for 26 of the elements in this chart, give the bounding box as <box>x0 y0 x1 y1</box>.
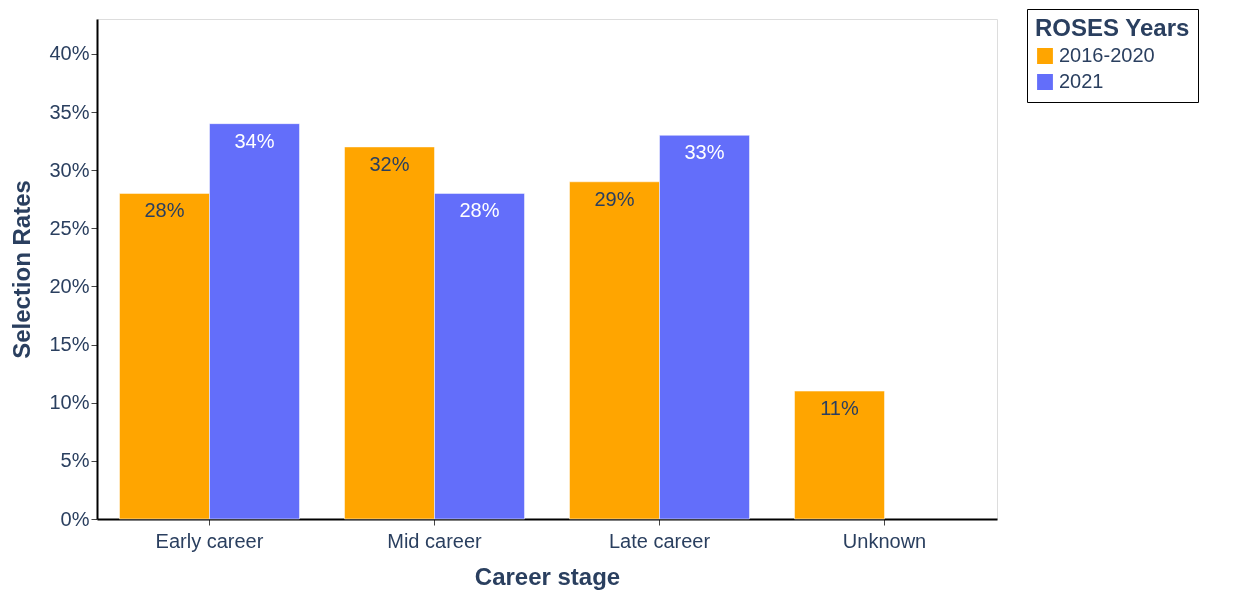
y-tick-label: 20% <box>49 274 90 297</box>
data-label: 34% <box>234 129 275 152</box>
legend-label: 2016-2020 <box>1059 44 1155 66</box>
x-axis-title: Career stage <box>474 562 621 590</box>
data-label: 28% <box>144 199 185 222</box>
y-tick-label: 0% <box>60 507 90 530</box>
data-label: 28% <box>459 199 500 222</box>
y-axis-title: Selection Rates <box>8 180 36 359</box>
legend-title: ROSES Years <box>1035 14 1190 41</box>
data-label: 11% <box>820 397 859 420</box>
y-tick-label: 25% <box>49 216 90 239</box>
x-tick-label: Unknown <box>842 529 927 552</box>
data-label: 29% <box>594 187 635 210</box>
y-tick-label: 15% <box>49 333 90 356</box>
bar <box>794 390 885 520</box>
legend-label: 2021 <box>1059 70 1104 92</box>
x-tick-label: Mid career <box>387 529 483 552</box>
data-label: 32% <box>369 152 410 175</box>
y-tick-label: 5% <box>60 449 90 472</box>
data-label: 33% <box>684 141 725 164</box>
y-tick-label: 10% <box>49 391 90 414</box>
y-tick-label: 40% <box>49 42 90 65</box>
x-tick-label: Early career <box>155 529 264 552</box>
x-tick-label: Late career <box>608 529 711 552</box>
y-tick-label: 30% <box>49 158 90 181</box>
y-tick-label: 35% <box>49 100 90 123</box>
